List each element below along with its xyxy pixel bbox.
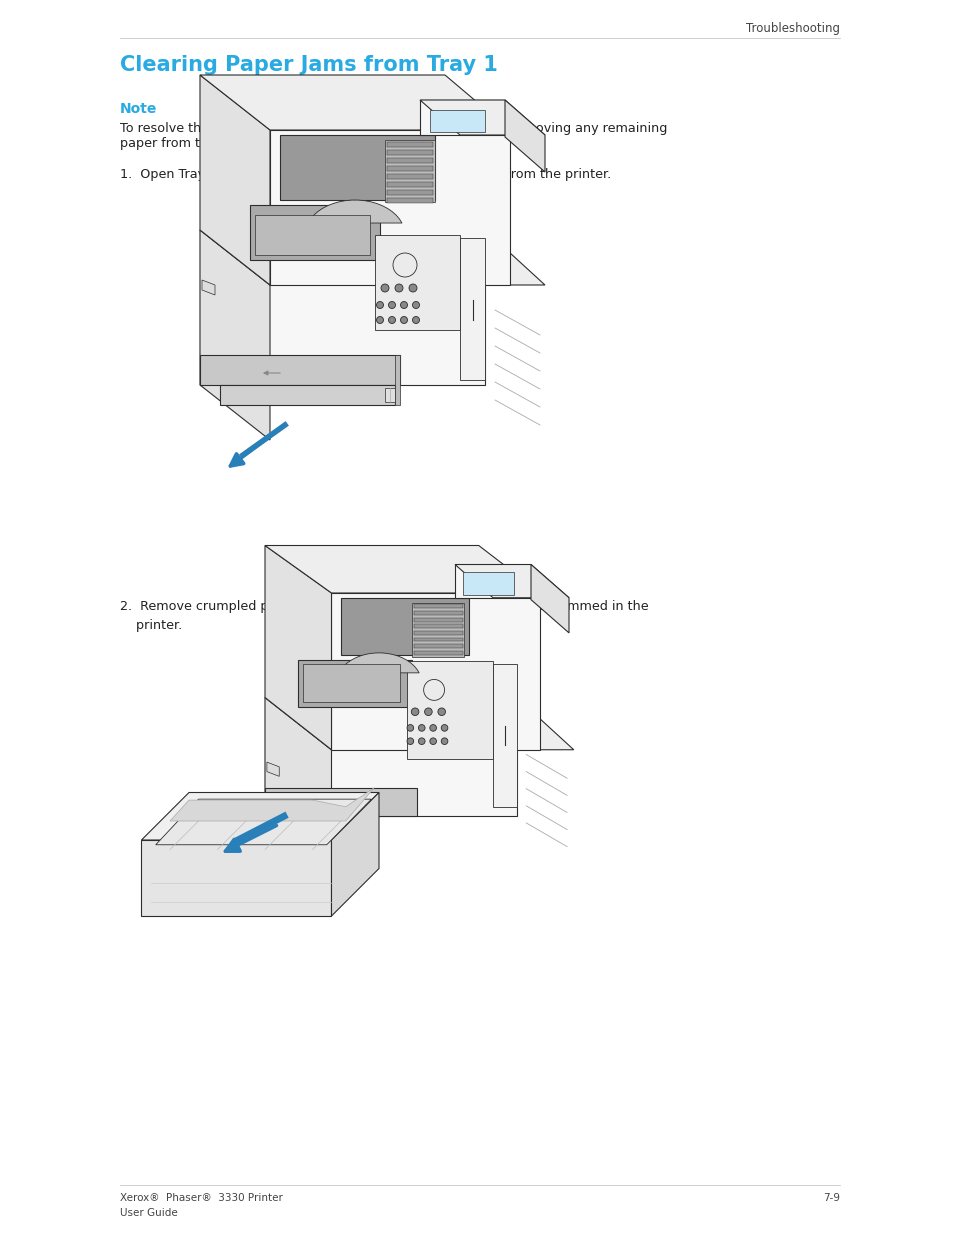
Polygon shape (141, 793, 378, 840)
Text: 2.  Remove crumpled paper from the tray and any remaining paper jammed in the: 2. Remove crumpled paper from the tray a… (120, 600, 648, 613)
Polygon shape (412, 603, 464, 657)
Polygon shape (414, 611, 462, 615)
Circle shape (440, 737, 447, 745)
Polygon shape (387, 149, 433, 156)
Polygon shape (200, 75, 270, 285)
Polygon shape (254, 215, 370, 254)
Polygon shape (303, 664, 399, 703)
Circle shape (424, 708, 432, 715)
Polygon shape (414, 618, 462, 621)
Circle shape (437, 708, 445, 715)
Polygon shape (395, 354, 399, 405)
Circle shape (388, 301, 395, 309)
Polygon shape (331, 793, 378, 916)
Text: printer.: printer. (120, 619, 182, 632)
Circle shape (412, 301, 419, 309)
Polygon shape (200, 75, 510, 130)
Polygon shape (407, 662, 493, 760)
Polygon shape (265, 698, 573, 750)
Polygon shape (202, 280, 214, 295)
Circle shape (440, 725, 447, 731)
Polygon shape (385, 388, 395, 403)
Polygon shape (387, 182, 433, 186)
Polygon shape (462, 572, 514, 595)
Polygon shape (338, 653, 418, 673)
Polygon shape (493, 664, 517, 806)
Circle shape (400, 301, 407, 309)
Text: 7-9: 7-9 (822, 1193, 840, 1203)
Text: User Guide: User Guide (120, 1208, 177, 1218)
Polygon shape (455, 564, 568, 598)
Circle shape (407, 725, 414, 731)
Circle shape (376, 301, 383, 309)
Polygon shape (265, 788, 416, 816)
Polygon shape (170, 788, 374, 821)
Polygon shape (531, 564, 568, 632)
Polygon shape (200, 230, 484, 385)
Polygon shape (265, 698, 517, 816)
Circle shape (418, 725, 425, 731)
Circle shape (409, 284, 416, 291)
Polygon shape (265, 546, 331, 750)
Polygon shape (270, 130, 510, 285)
Polygon shape (419, 100, 544, 135)
Polygon shape (387, 142, 433, 147)
Polygon shape (267, 762, 279, 777)
Polygon shape (265, 698, 331, 868)
Circle shape (388, 316, 395, 324)
Polygon shape (430, 110, 484, 132)
Polygon shape (414, 604, 462, 608)
Polygon shape (459, 238, 484, 380)
Polygon shape (414, 637, 462, 641)
Polygon shape (250, 205, 379, 261)
Circle shape (407, 737, 414, 745)
Circle shape (430, 737, 436, 745)
Text: To resolve the error displayed on the control panel you must removing any remain: To resolve the error displayed on the co… (120, 122, 667, 149)
Circle shape (380, 284, 389, 291)
Polygon shape (414, 651, 462, 655)
Polygon shape (155, 799, 371, 845)
Polygon shape (387, 165, 433, 170)
Polygon shape (414, 631, 462, 635)
Polygon shape (340, 598, 469, 655)
Polygon shape (504, 100, 544, 172)
Text: Xerox®  Phaser®  3330 Printer: Xerox® Phaser® 3330 Printer (120, 1193, 283, 1203)
Polygon shape (414, 645, 462, 648)
Polygon shape (200, 230, 544, 285)
Text: Clearing Paper Jams from Tray 1: Clearing Paper Jams from Tray 1 (120, 56, 497, 75)
Circle shape (412, 316, 419, 324)
Polygon shape (414, 625, 462, 629)
Circle shape (418, 737, 425, 745)
Polygon shape (200, 354, 399, 385)
Polygon shape (385, 140, 435, 203)
Circle shape (400, 316, 407, 324)
Polygon shape (141, 840, 331, 916)
Polygon shape (419, 100, 504, 135)
Polygon shape (265, 546, 540, 593)
Text: Troubleshooting: Troubleshooting (745, 22, 840, 35)
Polygon shape (200, 230, 270, 440)
Circle shape (376, 316, 383, 324)
Polygon shape (387, 158, 433, 163)
Polygon shape (331, 593, 540, 750)
Polygon shape (308, 200, 401, 224)
Text: 1.  Open Tray 1, then pull the tray out and completely away from the printer.: 1. Open Tray 1, then pull the tray out a… (120, 168, 611, 182)
Text: Note: Note (120, 103, 157, 116)
Circle shape (395, 284, 402, 291)
Polygon shape (387, 198, 433, 203)
Polygon shape (375, 235, 459, 330)
Polygon shape (220, 385, 395, 405)
Polygon shape (387, 190, 433, 195)
Polygon shape (387, 174, 433, 179)
Polygon shape (298, 659, 412, 706)
Polygon shape (455, 564, 531, 598)
Circle shape (430, 725, 436, 731)
Circle shape (411, 708, 418, 715)
Polygon shape (280, 135, 435, 200)
